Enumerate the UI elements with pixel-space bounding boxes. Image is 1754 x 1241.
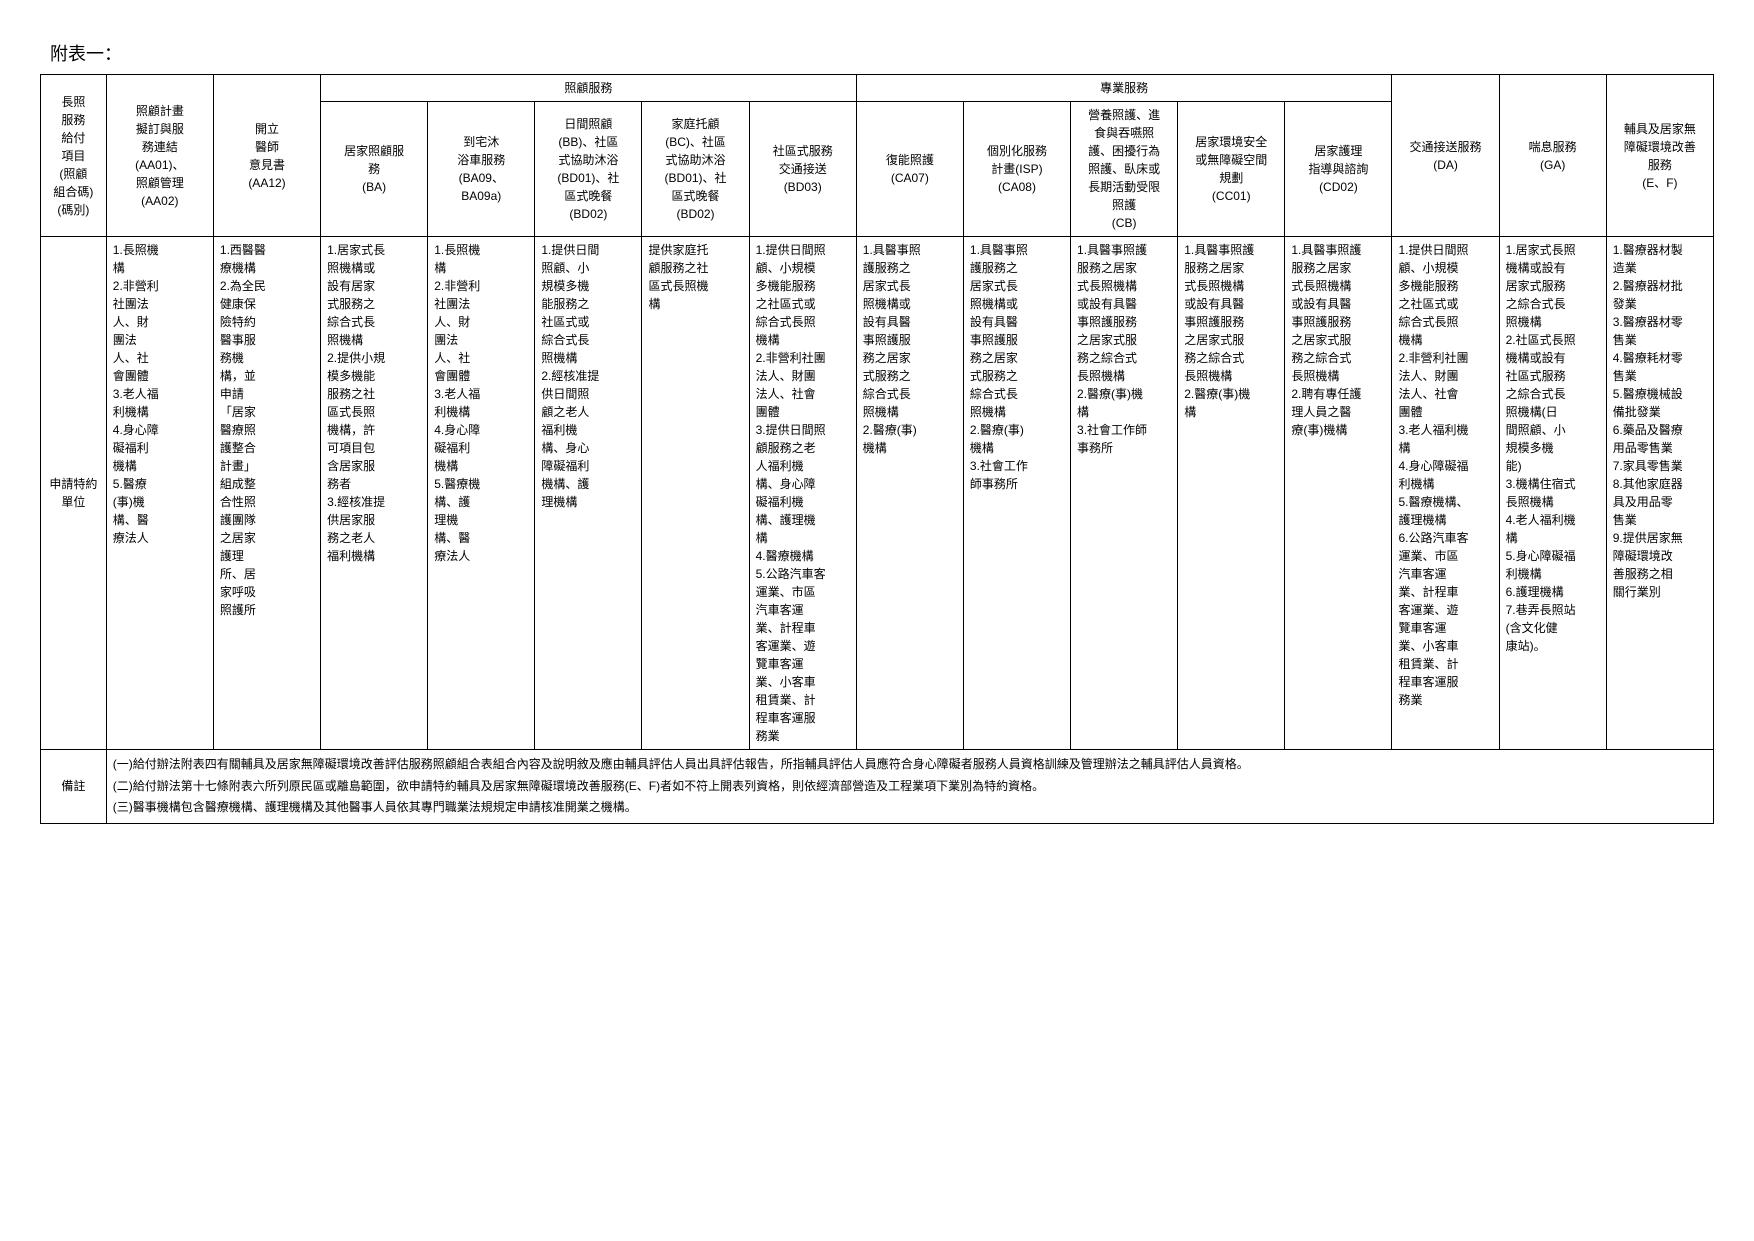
header-care-services: 照顧服務 [321,75,857,102]
cell-c1: 1.長照機 構 2.非營利 社團法 人、財 團法 人、社 會團體 3.老人福 利… [106,237,213,750]
cell-c14: 1.居家式長照 機構或設有 居家式服務 之綜合式長 照機構 2.社區式長照 機構… [1499,237,1606,750]
remark-line-3: (三)醫事機構包含醫療機構、護理機構及其他醫事人員依其專門職業法規規定申請核准開… [113,797,1707,819]
remark-line-2: (二)給付辦法第十七條附表六所列原民區或離島範圍，欲申請特約輔具及居家無障礙環境… [113,776,1707,798]
attachment-title: 附表一： [50,40,1714,66]
remark-line-1: (一)給付辦法附表四有關輔具及居家無障礙環境改善評估服務照顧組合表組合內容及說明… [113,754,1707,776]
row-label-remarks: 備註 [41,750,107,824]
cell-c13: 1.提供日間照 顧、小規模 多機能服務 之社區式或 綜合式長照 機構 2.非營利… [1392,237,1499,750]
row-label-apply: 申請特約 單位 [41,237,107,750]
header-c14: 喘息服務 (GA) [1499,75,1606,237]
header-c5: 日間照顧 (BB)、社區 式協助沐浴 (BD01)、社 區式晚餐 (BD02) [535,102,642,237]
cell-c4: 1.長照機 構 2.非營利 社團法 人、財 團法 人、社 會團體 3.老人福 利… [428,237,535,750]
header-professional-services: 專業服務 [856,75,1392,102]
main-table: 長照 服務 給付 項目 (照顧 組合碼) (碼別) 照顧計畫 擬訂與服 務連結 … [40,74,1714,824]
header-c10: 營養照護、進 食與吞嚥照 護、困擾行為 照護、臥床或 長期活動受限 照護 (CB… [1071,102,1178,237]
header-c3: 居家照顧服 務 (BA) [321,102,428,237]
header-c12: 居家護理 指導與諮詢 (CD02) [1285,102,1392,237]
cell-c7: 1.提供日間照 顧、小規模 多機能服務 之社區式或 綜合式長照 機構 2.非營利… [749,237,856,750]
header-code: 長照 服務 給付 項目 (照顧 組合碼) (碼別) [41,75,107,237]
header-c7: 社區式服務 交通接送 (BD03) [749,102,856,237]
cell-c3: 1.居家式長 照機構或 設有居家 式服務之 綜合式長 照機構 2.提供小規 模多… [321,237,428,750]
header-c13: 交通接送服務 (DA) [1392,75,1499,237]
cell-c6: 提供家庭托 顧服務之社 區式長照機 構 [642,237,749,750]
cell-c10: 1.具醫事照護 服務之居家 式長照機構 或設有具醫 事照護服務 之居家式服 務之… [1071,237,1178,750]
header-c8: 復能照護 (CA07) [856,102,963,237]
cell-c12: 1.具醫事照護 服務之居家 式長照機構 或設有具醫 事照護服務 之居家式服 務之… [1285,237,1392,750]
header-c11: 居家環境安全 或無障礙空間 規劃 (CC01) [1178,102,1285,237]
remarks-row: 備註 (一)給付辦法附表四有關輔具及居家無障礙環境改善評估服務照顧組合表組合內容… [41,750,1714,824]
cell-c11: 1.具醫事照護 服務之居家 式長照機構 或設有具醫 事照護服務 之居家式服 務之… [1178,237,1285,750]
header-c15: 輔具及居家無 障礙環境改善 服務 (E、F) [1606,75,1713,237]
header-row-1: 長照 服務 給付 項目 (照顧 組合碼) (碼別) 照顧計畫 擬訂與服 務連結 … [41,75,1714,102]
header-c4: 到宅沐 浴車服務 (BA09、 BA09a) [428,102,535,237]
cell-c15: 1.醫療器材製 造業 2.醫療器材批 發業 3.醫療器材零 售業 4.醫療耗材零… [1606,237,1713,750]
cell-c5: 1.提供日間 照顧、小 規模多機 能服務之 社區式或 綜合式長 照機構 2.經核… [535,237,642,750]
header-c2: 開立 醫師 意見書 (AA12) [213,75,320,237]
cell-c2: 1.西醫醫 療機構 2.為全民 健康保 險特約 醫事服 務機 構，並 申請 「居… [213,237,320,750]
cell-c8: 1.具醫事照 護服務之 居家式長 照機構或 設有具醫 事照護服 務之居家 式服務… [856,237,963,750]
cell-c9: 1.具醫事照 護服務之 居家式長 照機構或 設有具醫 事照護服 務之居家 式服務… [963,237,1070,750]
remarks-content: (一)給付辦法附表四有關輔具及居家無障礙環境改善評估服務照顧組合表組合內容及說明… [106,750,1713,824]
header-c1: 照顧計畫 擬訂與服 務連結 (AA01)、 照顧管理 (AA02) [106,75,213,237]
data-row: 申請特約 單位 1.長照機 構 2.非營利 社團法 人、財 團法 人、社 會團體… [41,237,1714,750]
header-c6: 家庭托顧 (BC)、社區 式協助沐浴 (BD01)、社 區式晚餐 (BD02) [642,102,749,237]
header-c9: 個別化服務 計畫(ISP) (CA08) [963,102,1070,237]
